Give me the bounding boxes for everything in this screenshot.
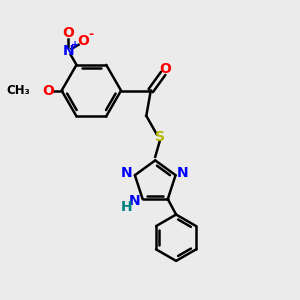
- Text: H: H: [121, 200, 132, 214]
- Text: N: N: [62, 44, 74, 58]
- Text: CH₃: CH₃: [6, 84, 30, 97]
- Text: N: N: [177, 166, 189, 180]
- Text: -: -: [88, 28, 93, 41]
- Text: S: S: [155, 130, 165, 144]
- Text: O: O: [77, 34, 89, 48]
- Text: O: O: [42, 84, 54, 98]
- Text: N: N: [128, 194, 140, 208]
- Text: N: N: [121, 166, 132, 180]
- Text: +: +: [71, 40, 79, 50]
- Text: O: O: [159, 62, 171, 76]
- Text: O: O: [62, 26, 74, 40]
